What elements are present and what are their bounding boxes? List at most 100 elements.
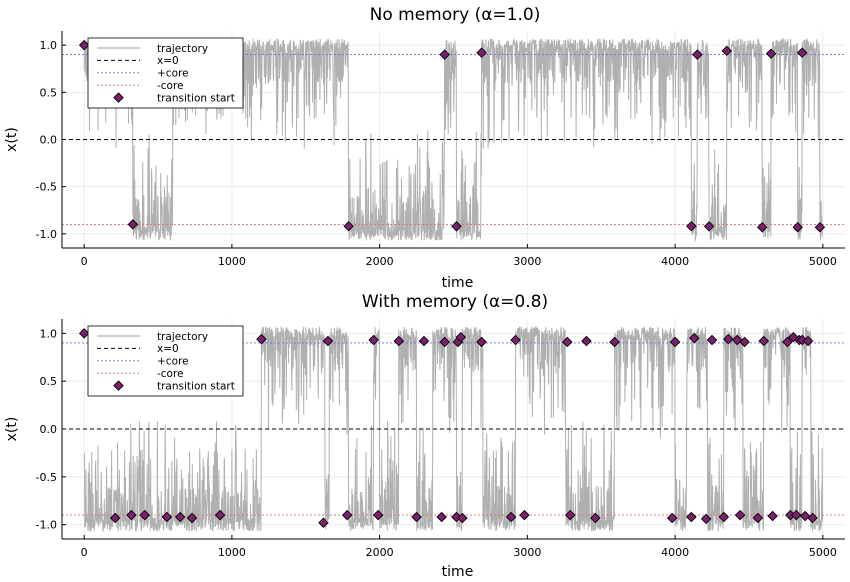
transition-marker	[703, 221, 715, 232]
legend-label: -core	[157, 80, 184, 92]
x-axis-label: time	[442, 564, 474, 580]
transition-marker	[802, 335, 814, 347]
legend-label: -core	[157, 368, 184, 380]
transition-marker	[127, 219, 139, 230]
y-tick-label: 0.5	[40, 375, 58, 388]
transition-marker	[689, 332, 700, 344]
transition-marker	[792, 222, 803, 233]
transition-marker	[411, 511, 422, 523]
transition-marker	[581, 335, 592, 347]
x-tick-label: 3000	[513, 255, 541, 268]
transition-marker	[451, 511, 462, 523]
x-tick-label: 0	[81, 255, 88, 268]
transition-marker	[686, 221, 697, 232]
transition-marker	[739, 336, 750, 348]
transition-marker	[457, 512, 468, 524]
transition-marker	[161, 511, 173, 523]
transition-marker	[765, 48, 777, 59]
transition-marker	[814, 222, 826, 233]
y-axis-label: x(t)	[4, 127, 20, 152]
y-axis-label: x(t)	[4, 417, 20, 442]
transition-marker	[718, 511, 730, 523]
transition-marker	[767, 510, 778, 522]
transition-marker	[791, 509, 802, 521]
transition-marker	[476, 47, 487, 58]
transition-marker	[734, 509, 746, 521]
transition-marker	[757, 222, 768, 233]
transition-marker	[451, 221, 462, 232]
y-tick-label: -0.5	[36, 181, 57, 194]
transition-marker	[436, 511, 447, 523]
legend-label: +core	[157, 356, 189, 368]
transition-marker	[393, 335, 405, 347]
transition-marker	[796, 47, 808, 58]
transition-marker	[692, 49, 703, 60]
legend-label: trajectory	[157, 43, 208, 55]
transition-marker	[139, 509, 150, 521]
transition-marker	[214, 509, 226, 521]
y-tick-label: -1.0	[36, 519, 57, 532]
transition-marker	[669, 336, 681, 348]
transition-marker	[439, 49, 450, 60]
trajectory-line	[83, 325, 823, 532]
legend-swatch-transition	[113, 380, 124, 391]
y-tick-label: 0.5	[40, 86, 58, 99]
y-tick-label: 1.0	[40, 327, 58, 340]
transition-marker	[455, 331, 467, 343]
transition-marker	[126, 509, 137, 521]
transition-marker	[318, 517, 329, 528]
transition-marker	[78, 328, 90, 339]
x-tick-label: 2000	[366, 546, 394, 559]
transition-marker	[590, 512, 601, 524]
transition-marker	[721, 45, 733, 57]
transition-marker	[109, 512, 121, 524]
x-tick-label: 0	[81, 546, 88, 559]
x-tick-label: 4000	[661, 255, 689, 268]
y-tick-label: 0.0	[40, 134, 58, 147]
panel-no-memory: 0 1000 2000 3000 4000 5000 -1.0 -0.5 0.0 0.5 1.0 No…	[4, 5, 845, 291]
transition-marker	[186, 512, 198, 524]
y-tick-label: 0.0	[40, 423, 58, 436]
chart-title: No memory (α=1.0)	[370, 5, 541, 25]
x-axis-label: time	[442, 275, 474, 291]
transition-marker	[418, 335, 430, 347]
transition-marker	[341, 509, 353, 521]
transition-marker	[322, 335, 334, 347]
transition-marker	[505, 511, 517, 523]
transition-marker	[700, 513, 712, 525]
panel-with-memory: 0 1000 2000 3000 4000 5000 -1.0 -0.5 0.0 0.5 1.0 Wi…	[4, 292, 845, 580]
legend-label: +core	[157, 68, 189, 80]
transition-marker	[609, 336, 620, 348]
legend-label: trajectory	[157, 331, 208, 343]
x-tick-label: 5000	[809, 255, 837, 268]
legend-label: transition start	[157, 92, 235, 104]
transition-marker	[564, 509, 576, 521]
transition-marker	[78, 39, 90, 51]
x-tick-label: 4000	[661, 546, 689, 559]
transition-marker	[731, 334, 743, 346]
x-tick-label: 1000	[218, 255, 246, 268]
x-tick-label: 3000	[513, 546, 541, 559]
transition-marker	[686, 511, 697, 523]
x-tick-label: 5000	[809, 546, 837, 559]
x-tick-label: 1000	[218, 546, 246, 559]
transition-marker	[343, 221, 354, 232]
transition-markers	[78, 39, 826, 233]
transition-marker	[372, 509, 384, 521]
transition-marker	[510, 334, 521, 346]
legend-label: x=0	[157, 55, 179, 67]
y-tick-label: -1.0	[36, 228, 57, 241]
transition-marker	[723, 333, 734, 345]
legend-swatch-transition	[113, 92, 124, 103]
y-tick-label: -0.5	[36, 471, 57, 484]
transition-marker	[439, 336, 450, 348]
chart-title: With memory (α=0.8)	[362, 292, 548, 312]
transition-marker	[476, 336, 487, 348]
transition-marker	[807, 512, 818, 524]
transition-marker	[562, 336, 573, 348]
legend-label: transition start	[157, 380, 235, 392]
transition-marker	[368, 334, 379, 346]
